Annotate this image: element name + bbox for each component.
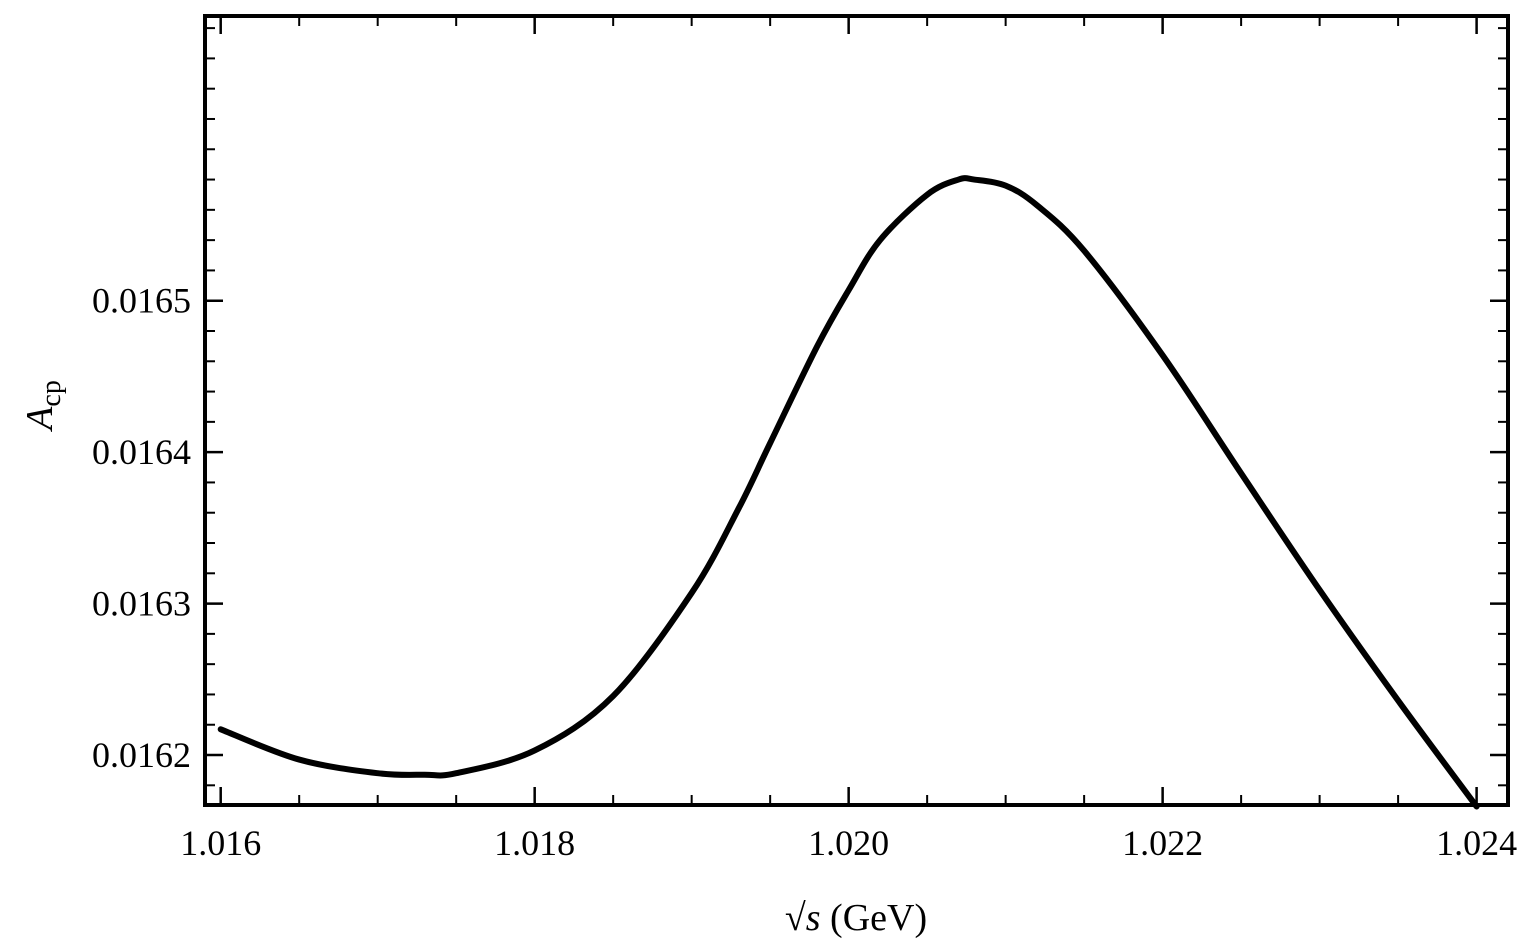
acp-curve [217, 175, 1480, 810]
x-axis-title: √s (GeV) [785, 897, 927, 939]
x-axis-title-sqrt: √ [785, 897, 806, 939]
y-axis-title: Acp [19, 380, 67, 433]
x-tick-label: 1.024 [1436, 823, 1517, 863]
x-tick-label: 1.018 [494, 823, 575, 863]
x-tick-label: 1.022 [1122, 823, 1203, 863]
y-tick-label: 0.0164 [92, 432, 191, 472]
y-tick-label: 0.0162 [92, 735, 191, 775]
x-tick-label: 1.016 [180, 823, 261, 863]
x-axis-title-var: s [806, 897, 821, 939]
y-axis-title-main: A [19, 406, 61, 433]
x-axis-title-unit: (GeV) [821, 897, 928, 939]
ticks-layer [205, 16, 1508, 805]
y-axis-title-sub: cp [36, 380, 67, 406]
y-tick-label: 0.0163 [92, 584, 191, 624]
x-tick-label: 1.020 [808, 823, 889, 863]
plot-frame [203, 14, 1510, 807]
y-tick-label: 0.0165 [92, 281, 191, 321]
tick-labels-layer: 1.016 1.018 1.020 1.022 1.024 0.0162 0.0163 0.0… [92, 281, 1517, 863]
